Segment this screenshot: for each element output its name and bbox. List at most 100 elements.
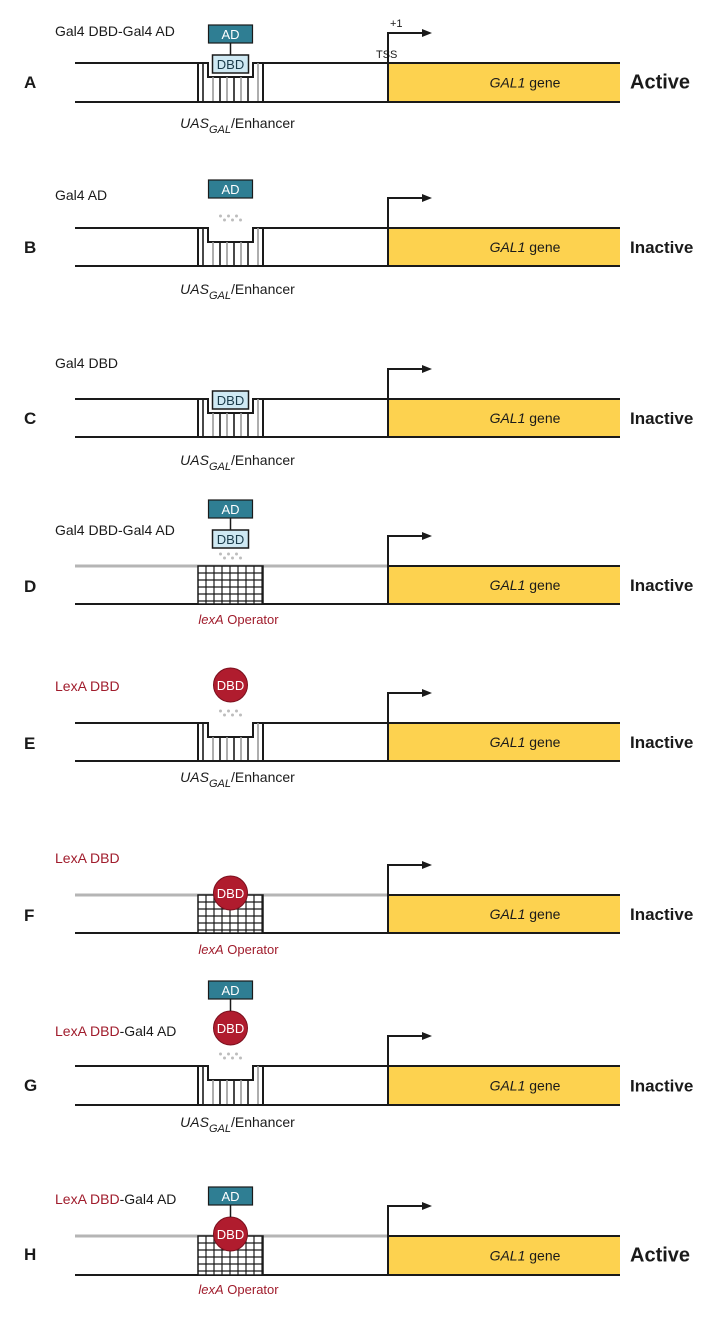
panel-h: H LexA DBD-Gal4 AD GAL1 gene Active lexA Ope… (24, 1186, 690, 1297)
protein-label: Gal4 DBD (55, 355, 118, 371)
lexa-operator (197, 565, 264, 605)
gene-name: GAL1 (490, 906, 526, 922)
site-label-sub: GAL (209, 461, 231, 473)
site-label-uas: UAS (180, 452, 209, 468)
uas-enhancer (197, 722, 264, 762)
unbound-fuzz (231, 713, 234, 717)
panel-letter: G (24, 1076, 37, 1095)
tss-arrowhead-icon (422, 29, 432, 37)
site-label-uas: UAS (180, 115, 209, 131)
panel-letter: A (24, 73, 36, 92)
unbound-fuzz (239, 556, 242, 560)
gene-word: gene (525, 577, 560, 593)
panel-d: D Gal4 DBD-Gal4 AD GAL1 gene Inactive lexA O… (24, 499, 693, 627)
site-label: lexA Operator (198, 942, 279, 957)
unbound-fuzz (219, 552, 222, 556)
site-label-sub: GAL (209, 1123, 231, 1135)
unbound-fuzz (219, 709, 222, 713)
unbound-fuzz (223, 218, 226, 222)
site-label-rest: /Enhancer (231, 769, 295, 785)
site-label: UASGAL/Enhancer (180, 452, 295, 473)
gal1-gene-box (388, 398, 620, 438)
site-label-rest: Operator (224, 1282, 280, 1297)
unbound-fuzz (231, 218, 234, 222)
lexa-dbd-label: DBD (217, 678, 244, 693)
unbound-fuzz (219, 1052, 222, 1056)
site-label-italic: lexA (198, 1282, 223, 1297)
uas-notch (198, 398, 263, 414)
tss-arrow (387, 197, 424, 228)
tss-label: TSS (376, 49, 397, 61)
plus-one-label: +1 (390, 18, 403, 30)
gene-word: gene (525, 239, 560, 255)
unbound-fuzz (223, 713, 226, 717)
gene-name: GAL1 (490, 577, 526, 593)
protein-label-black: -Gal4 AD (120, 1191, 177, 1207)
uas-enhancer (197, 1065, 264, 1106)
gene-label: GAL1 gene (490, 734, 561, 750)
protein-label: LexA DBD (55, 678, 120, 694)
gal4-dbd-label: DBD (217, 393, 244, 408)
gal4-dbd-box (211, 390, 250, 410)
protein-label: LexA DBD (55, 850, 120, 866)
status-label: Active (630, 72, 690, 94)
site-label-uas: UAS (180, 281, 209, 297)
site-label-rest: /Enhancer (231, 281, 295, 297)
tss-arrowhead-icon (422, 365, 432, 373)
gene-name: GAL1 (490, 734, 526, 750)
ad-box (207, 179, 254, 199)
protein-label: Gal4 DBD-Gal4 AD (55, 522, 175, 538)
unbound-fuzz (235, 214, 238, 218)
gal1-gene-box (388, 1235, 620, 1276)
site-label-rest: /Enhancer (231, 452, 295, 468)
gene-label: GAL1 gene (490, 906, 561, 922)
gene-name: GAL1 (490, 1248, 526, 1264)
tss-arrowhead-icon (422, 194, 432, 202)
unbound-fuzz (227, 214, 230, 218)
tss-arrow (387, 32, 424, 63)
tss-arrow (387, 864, 424, 895)
unbound-fuzz (223, 1056, 226, 1060)
gal1-gene-box (388, 722, 620, 762)
panel-letter: B (24, 238, 36, 257)
uas-notch (198, 227, 263, 243)
gene-word: gene (525, 1248, 560, 1264)
gene-word: gene (525, 410, 560, 426)
site-label: lexA Operator (198, 612, 279, 627)
uas-notch (198, 722, 263, 738)
protein-label-red: LexA DBD (55, 1023, 120, 1039)
lexa-dbd-circle (213, 667, 248, 703)
ad-label: AD (221, 27, 239, 42)
uas-notch (198, 1065, 263, 1081)
gene-label: GAL1 gene (490, 75, 561, 91)
tss-arrowhead-icon (422, 1032, 432, 1040)
ad-label: AD (221, 502, 239, 517)
unbound-fuzz (231, 556, 234, 560)
uas-enhancer (197, 227, 264, 267)
protein-label: Gal4 AD (55, 187, 107, 203)
site-label: UASGAL/Enhancer (180, 281, 295, 302)
site-label: lexA Operator (198, 1282, 279, 1297)
site-label-rest: Operator (224, 612, 280, 627)
gal1-gene-box (388, 894, 620, 934)
site-label: UASGAL/Enhancer (180, 769, 295, 790)
lexa-dbd-label: DBD (217, 886, 244, 901)
gene-name: GAL1 (490, 1078, 526, 1094)
gene-label: GAL1 gene (490, 1248, 561, 1264)
site-label-italic: lexA (198, 612, 223, 627)
site-label-uas: UAS (180, 1114, 209, 1130)
unbound-fuzz (239, 1056, 242, 1060)
gal1-gene-box (388, 565, 620, 605)
protein-label: LexA DBD-Gal4 AD (55, 1191, 176, 1207)
site-label-rest: /Enhancer (231, 1114, 295, 1130)
panel-letter: E (24, 734, 35, 753)
unbound-fuzz (235, 1052, 238, 1056)
site-label: UASGAL/Enhancer (180, 1114, 295, 1135)
panel-b: B Gal4 AD GAL1 gene Inactive UASGAL/Enhancer… (24, 179, 693, 302)
gal1-gene-box (388, 62, 620, 103)
panel-letter: C (24, 409, 36, 428)
unbound-fuzz (239, 218, 242, 222)
unbound-fuzz (235, 709, 238, 713)
gal4-dbd-label: DBD (217, 532, 244, 547)
